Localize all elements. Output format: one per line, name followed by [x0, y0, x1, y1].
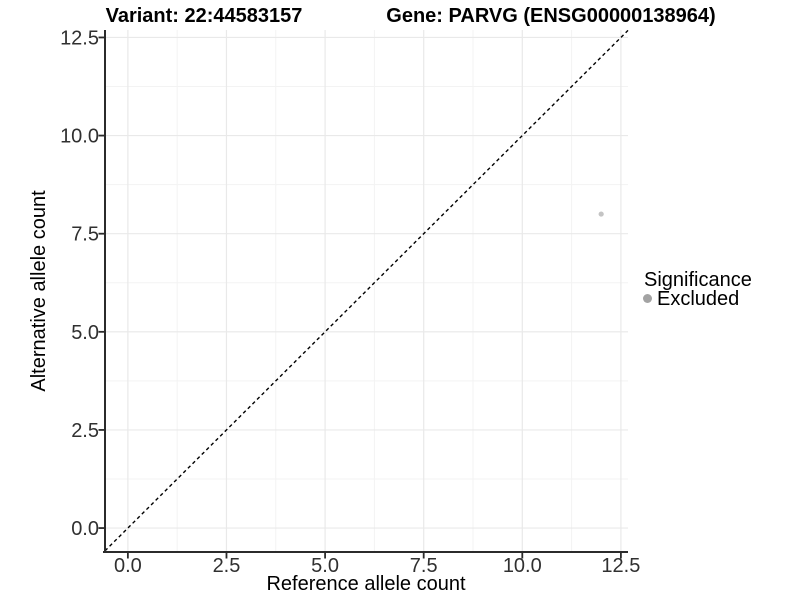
plot-dynamic-layer: 0.0 2.5 5.0 7.5 10.0 12.5 0.0 2.5 5.0 7.5 10.0 12.5	[60, 27, 640, 577]
y-tick-label: 10.0	[60, 126, 99, 148]
x-tick-label: 12.5	[601, 555, 640, 577]
y-tick-label: 12.5	[60, 27, 99, 49]
gene-title: Gene: PARVG (ENSG00000138964)	[386, 5, 715, 27]
data-point	[598, 211, 604, 217]
x-tick-label: 2.5	[213, 555, 241, 577]
y-tick-label: 5.0	[71, 322, 99, 344]
x-axis-title: Reference allele count	[266, 573, 465, 595]
legend-key-dot	[643, 294, 652, 303]
y-tick-label: 7.5	[71, 224, 99, 246]
y-tick-label: 2.5	[71, 420, 99, 442]
legend-title: Significance	[644, 269, 752, 291]
x-tick-label: 7.5	[410, 555, 438, 577]
x-tick-label: 5.0	[311, 555, 339, 577]
y-tick-label: 0.0	[71, 518, 99, 540]
y-axis-title: Alternative allele count	[28, 190, 50, 392]
identity-reference-line	[104, 29, 629, 552]
x-tick-label: 0.0	[114, 555, 142, 577]
x-tick-label: 10.0	[503, 555, 542, 577]
legend-item-label: Excluded	[657, 288, 739, 310]
variant-title: Variant: 22:44583157	[106, 5, 303, 27]
